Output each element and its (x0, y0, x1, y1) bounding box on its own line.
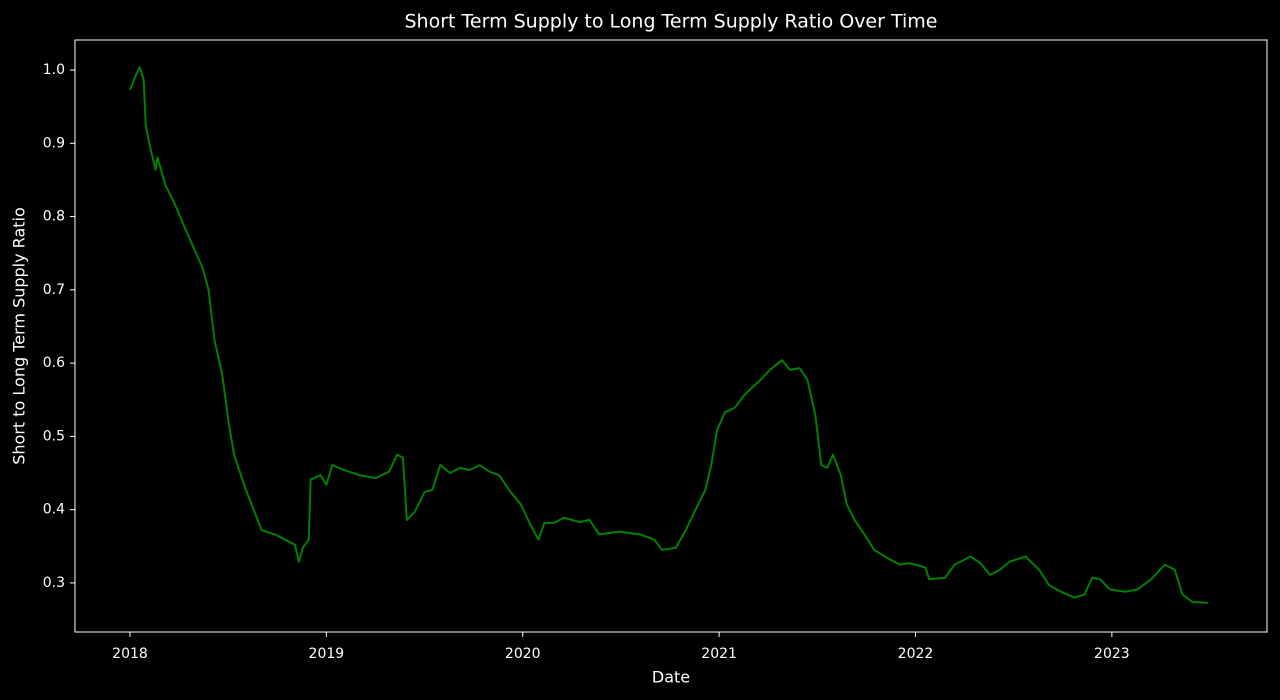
y-tick-label: 0.9 (43, 135, 65, 151)
y-tick-label: 0.6 (43, 355, 65, 371)
x-tick-label: 2023 (1094, 646, 1130, 662)
y-axis-label: Short to Long Term Supply Ratio (10, 207, 29, 465)
y-tick-label: 0.4 (43, 502, 65, 518)
x-tick-label: 2020 (505, 646, 541, 662)
x-axis-label: Date (652, 668, 690, 687)
y-tick-label: 1.0 (43, 62, 65, 78)
x-tick-label: 2019 (309, 646, 345, 662)
x-tick-label: 2022 (898, 646, 934, 662)
data-line (129, 66, 1209, 604)
plot-frame (74, 39, 1268, 633)
x-tick-label: 2018 (112, 646, 148, 662)
x-tick-label: 2021 (701, 646, 737, 662)
y-tick-label: 0.3 (43, 575, 65, 591)
chart-title: Short Term Supply to Long Term Supply Ra… (405, 11, 938, 33)
y-tick-label: 0.8 (43, 209, 65, 225)
y-tick-label: 0.5 (43, 428, 65, 444)
y-tick-label: 0.7 (43, 282, 65, 298)
